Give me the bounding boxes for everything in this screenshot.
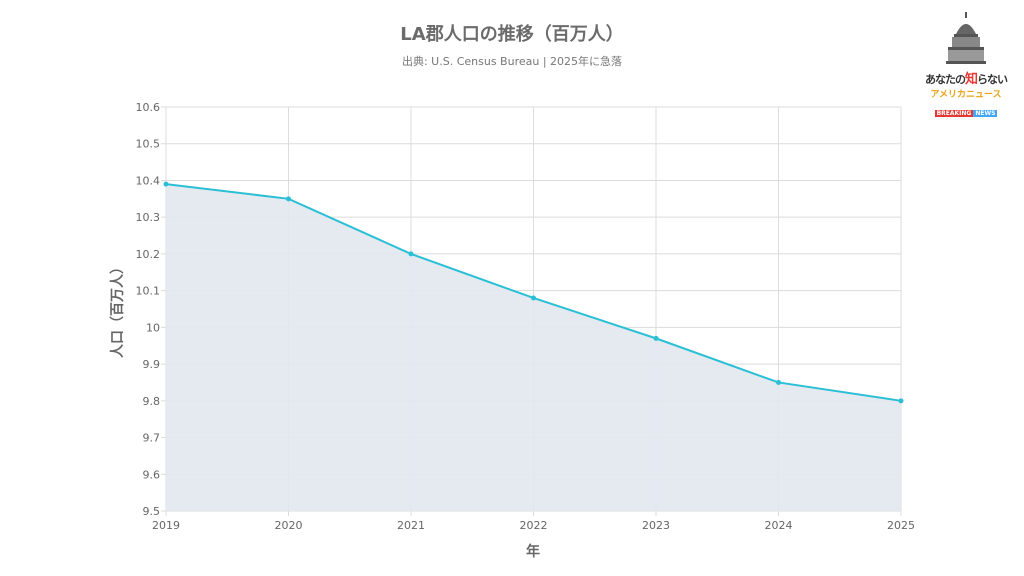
data-point <box>653 335 659 341</box>
data-point <box>408 251 414 257</box>
chart-subtitle: 出典: U.S. Census Bureau | 2025年に急落 <box>401 55 623 68</box>
area-fill <box>166 184 901 512</box>
y-tick-label: 9.6 <box>143 468 161 481</box>
x-tick-label: 2025 <box>887 519 915 532</box>
x-tick-label: 2022 <box>520 519 548 532</box>
x-tick-label: 2023 <box>642 519 670 532</box>
x-tick-label: 2024 <box>765 519 793 532</box>
y-tick-label: 10.4 <box>136 174 161 187</box>
x-tick-label: 2019 <box>152 519 180 532</box>
x-axis-label: 年 <box>526 543 540 560</box>
y-tick-label: 10.2 <box>136 248 161 261</box>
y-tick-label: 10.6 <box>136 101 161 114</box>
y-tick-label: 10.1 <box>136 285 161 298</box>
brand-logo: あなたの知らない アメリカニュース BREAKING NEWS <box>918 12 1014 117</box>
data-point <box>531 295 536 301</box>
data-point <box>898 398 904 404</box>
y-tick-label: 10.5 <box>136 138 161 151</box>
y-tick-label: 9.9 <box>143 358 161 371</box>
y-tick-label: 9.8 <box>143 395 161 408</box>
y-axis-label: 人口（百万人） <box>109 260 126 358</box>
y-tick-label: 10 <box>146 321 160 334</box>
y-tick-label: 9.7 <box>143 432 161 445</box>
data-point <box>163 181 169 187</box>
y-tick-label: 10.3 <box>136 211 161 224</box>
x-tick-label: 2020 <box>275 519 303 532</box>
data-point <box>286 196 291 202</box>
capitol-icon <box>946 12 986 64</box>
y-tick-label: 9.5 <box>143 505 161 518</box>
chart-title: LA郡人口の推移（百万人） <box>400 24 624 45</box>
data-point <box>776 379 781 385</box>
x-tick-label: 2021 <box>397 519 425 532</box>
